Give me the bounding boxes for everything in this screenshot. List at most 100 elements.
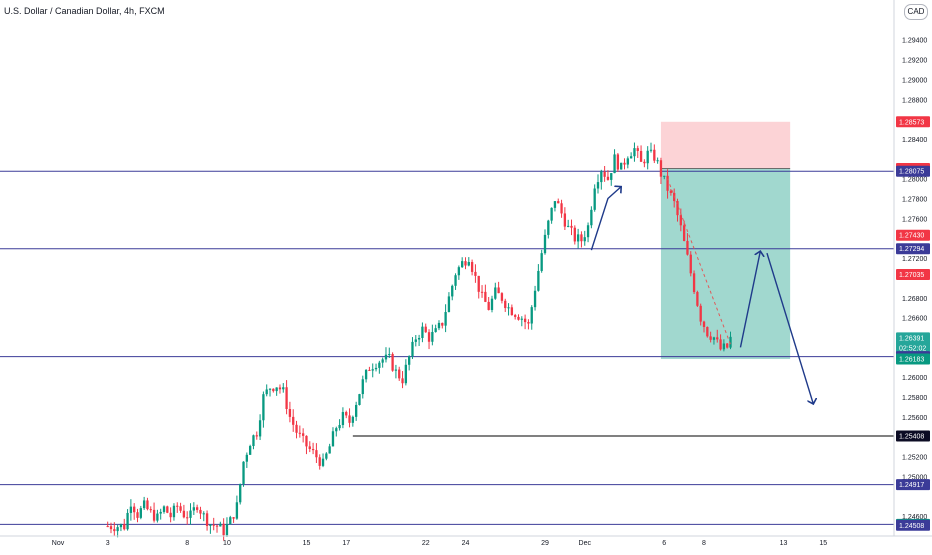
candle-body [457, 267, 461, 276]
candle-body [119, 524, 123, 528]
candle [570, 219, 573, 236]
candle-body [686, 240, 689, 255]
arrow-down-projection[interactable] [766, 252, 813, 404]
candle [474, 264, 477, 283]
candle-body [348, 415, 351, 423]
candle-body [242, 461, 245, 484]
candle-body [567, 225, 570, 227]
candle-body [699, 305, 702, 322]
y-tick-label: 1.29000 [902, 77, 927, 84]
candle [172, 503, 176, 521]
candle [719, 334, 722, 351]
arrow-up-small[interactable] [590, 187, 621, 251]
x-tick-label: 10 [223, 540, 231, 547]
candle [235, 495, 239, 520]
candle-body [527, 322, 530, 324]
candle [583, 230, 586, 246]
candle-body [431, 331, 434, 342]
candle [576, 228, 580, 249]
candle [186, 511, 189, 525]
candle-body [593, 188, 596, 210]
candle [298, 425, 301, 438]
candle [686, 233, 689, 256]
x-tick-label: 15 [819, 540, 827, 547]
price-label-text: 1.27035 [899, 272, 924, 279]
candle [431, 324, 434, 346]
candle [467, 257, 470, 267]
candle-body [494, 287, 497, 299]
candle-body [295, 424, 298, 433]
candle-body [666, 175, 669, 191]
candle [567, 219, 570, 228]
candle-body [653, 149, 656, 161]
candle [649, 142, 653, 153]
price-labels: 1.285731.281031.280751.274301.272941.270… [896, 116, 930, 531]
candle [464, 257, 467, 270]
price-label-text: 1.24917 [899, 482, 924, 489]
candle-body [530, 307, 533, 324]
candle-body [311, 448, 315, 451]
candle-body [636, 148, 639, 151]
x-tick-label: Dec [579, 540, 592, 547]
candle-body [202, 513, 205, 515]
candle-body [689, 254, 692, 274]
price-label-text: 1.27430 [899, 233, 924, 240]
horizontal-lines[interactable] [0, 170, 894, 525]
candle [411, 337, 414, 359]
drawings[interactable] [590, 178, 813, 404]
candle [106, 521, 109, 528]
candle-body [358, 394, 361, 405]
candle-body [702, 321, 706, 327]
candle [616, 152, 620, 172]
y-tick-label: 1.25200 [902, 455, 927, 462]
candle [371, 363, 374, 378]
x-tick-label: 17 [342, 540, 350, 547]
candle-body [205, 513, 209, 526]
candle [414, 335, 417, 347]
candle [441, 322, 444, 329]
candle-body [364, 369, 368, 380]
candle [540, 249, 543, 273]
candle [712, 336, 716, 345]
candle-body [239, 483, 242, 503]
candle-body [676, 201, 679, 216]
candle-body [123, 524, 126, 530]
candle [381, 357, 384, 368]
candle [265, 384, 268, 397]
price-label-text: 1.25408 [899, 433, 924, 440]
candle [722, 339, 726, 352]
candle [166, 505, 169, 514]
candle [192, 502, 195, 515]
candle [550, 207, 553, 224]
candle-body [215, 525, 219, 527]
candle-body [374, 367, 378, 370]
candle [699, 303, 702, 326]
candle-body [129, 506, 133, 513]
candle-body [229, 517, 232, 525]
candle [394, 364, 398, 379]
candle-body [139, 508, 142, 518]
candle-body [434, 328, 437, 332]
price-label-bg [896, 116, 930, 128]
candles [106, 142, 732, 541]
candle-body [338, 425, 341, 429]
candle [374, 363, 378, 372]
candle [318, 454, 321, 470]
price-label: 1.27294 [896, 243, 930, 255]
candle-body [176, 505, 179, 507]
arrow-up-projection[interactable] [739, 251, 760, 348]
candle [427, 329, 431, 350]
candle [242, 461, 245, 487]
position-zones[interactable] [660, 121, 791, 360]
candle [262, 391, 265, 428]
price-label: 1.24917 [896, 479, 930, 491]
candle-body [646, 150, 649, 164]
currency-badge[interactable]: CAD [904, 4, 928, 20]
candle-body [308, 446, 311, 449]
candle [653, 144, 656, 164]
candle-body [179, 506, 182, 511]
candle [696, 290, 699, 307]
candle-body [656, 160, 659, 162]
